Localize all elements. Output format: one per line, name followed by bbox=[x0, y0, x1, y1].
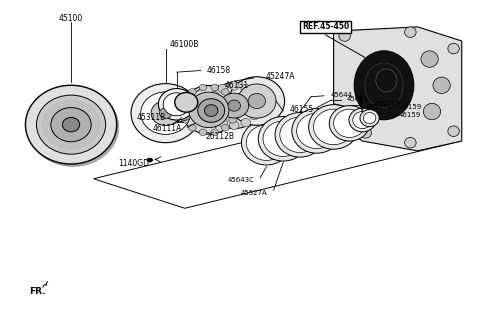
Ellipse shape bbox=[204, 105, 218, 116]
Ellipse shape bbox=[147, 158, 153, 162]
Ellipse shape bbox=[250, 92, 259, 100]
Ellipse shape bbox=[280, 117, 320, 153]
Ellipse shape bbox=[159, 108, 172, 118]
Ellipse shape bbox=[229, 77, 285, 125]
Text: 46100B: 46100B bbox=[169, 40, 199, 49]
Ellipse shape bbox=[360, 110, 379, 127]
Text: 46155: 46155 bbox=[290, 105, 314, 114]
Ellipse shape bbox=[158, 89, 195, 120]
Text: 46111A: 46111A bbox=[152, 124, 181, 133]
Ellipse shape bbox=[218, 118, 228, 127]
Ellipse shape bbox=[131, 84, 200, 143]
Text: 45527A: 45527A bbox=[241, 190, 268, 196]
Ellipse shape bbox=[198, 99, 225, 122]
Ellipse shape bbox=[181, 116, 189, 123]
Ellipse shape bbox=[360, 128, 372, 138]
Ellipse shape bbox=[423, 103, 441, 120]
Ellipse shape bbox=[448, 126, 459, 136]
Ellipse shape bbox=[238, 84, 276, 118]
Ellipse shape bbox=[218, 84, 228, 93]
Ellipse shape bbox=[25, 85, 117, 164]
Text: 45651B: 45651B bbox=[373, 101, 400, 107]
Ellipse shape bbox=[51, 108, 91, 142]
Ellipse shape bbox=[363, 113, 376, 124]
Text: 45247A: 45247A bbox=[266, 72, 296, 81]
Ellipse shape bbox=[189, 92, 229, 128]
Text: REF.45-450: REF.45-450 bbox=[302, 22, 349, 31]
Ellipse shape bbox=[189, 125, 196, 131]
Ellipse shape bbox=[229, 82, 239, 90]
Ellipse shape bbox=[263, 121, 303, 156]
Ellipse shape bbox=[189, 89, 196, 95]
Ellipse shape bbox=[349, 108, 376, 132]
Ellipse shape bbox=[36, 95, 106, 154]
Ellipse shape bbox=[241, 120, 291, 165]
Ellipse shape bbox=[275, 113, 325, 157]
Polygon shape bbox=[334, 27, 462, 151]
Ellipse shape bbox=[334, 109, 365, 137]
Ellipse shape bbox=[231, 107, 239, 113]
Text: 46158: 46158 bbox=[206, 66, 230, 75]
Ellipse shape bbox=[62, 117, 80, 132]
Ellipse shape bbox=[297, 113, 337, 149]
Ellipse shape bbox=[241, 118, 251, 127]
Text: 46131: 46131 bbox=[224, 81, 248, 90]
Ellipse shape bbox=[175, 92, 198, 112]
Ellipse shape bbox=[313, 109, 354, 145]
Ellipse shape bbox=[151, 101, 180, 126]
Ellipse shape bbox=[252, 101, 262, 110]
Ellipse shape bbox=[228, 100, 240, 111]
Ellipse shape bbox=[229, 121, 239, 130]
Ellipse shape bbox=[229, 116, 237, 123]
Text: 46159: 46159 bbox=[398, 113, 420, 118]
Ellipse shape bbox=[258, 116, 308, 161]
Text: 45644: 45644 bbox=[330, 92, 352, 98]
Text: 46159: 46159 bbox=[399, 104, 421, 110]
Text: 45577A: 45577A bbox=[366, 104, 393, 110]
Text: 45100: 45100 bbox=[59, 13, 83, 23]
Ellipse shape bbox=[309, 105, 359, 149]
Ellipse shape bbox=[292, 109, 342, 153]
Ellipse shape bbox=[220, 93, 249, 118]
Polygon shape bbox=[42, 281, 48, 288]
Ellipse shape bbox=[421, 51, 438, 67]
Ellipse shape bbox=[229, 97, 237, 103]
Ellipse shape bbox=[206, 101, 216, 110]
Polygon shape bbox=[94, 112, 461, 208]
Ellipse shape bbox=[250, 111, 259, 120]
Text: FR.: FR. bbox=[29, 287, 45, 296]
Ellipse shape bbox=[329, 106, 370, 141]
Ellipse shape bbox=[221, 89, 229, 95]
Ellipse shape bbox=[181, 86, 237, 134]
Text: 45681: 45681 bbox=[347, 96, 369, 102]
Text: 26112B: 26112B bbox=[205, 132, 234, 141]
Ellipse shape bbox=[179, 107, 186, 113]
Ellipse shape bbox=[141, 92, 191, 134]
Ellipse shape bbox=[353, 112, 372, 129]
Ellipse shape bbox=[209, 111, 219, 120]
Ellipse shape bbox=[405, 137, 416, 148]
Ellipse shape bbox=[335, 111, 347, 122]
Text: 45643C: 45643C bbox=[228, 177, 254, 183]
Ellipse shape bbox=[405, 27, 416, 37]
Ellipse shape bbox=[354, 51, 414, 120]
Text: 45311B: 45311B bbox=[136, 113, 166, 122]
Ellipse shape bbox=[181, 97, 189, 103]
Ellipse shape bbox=[163, 93, 190, 116]
Ellipse shape bbox=[199, 84, 207, 91]
Ellipse shape bbox=[433, 77, 450, 93]
Ellipse shape bbox=[448, 43, 459, 54]
Ellipse shape bbox=[211, 84, 218, 91]
Ellipse shape bbox=[199, 129, 207, 135]
Ellipse shape bbox=[211, 129, 218, 135]
Ellipse shape bbox=[209, 92, 219, 100]
Ellipse shape bbox=[339, 31, 350, 41]
Ellipse shape bbox=[248, 93, 265, 109]
Ellipse shape bbox=[208, 83, 261, 129]
Text: 1140GD: 1140GD bbox=[118, 159, 149, 169]
Ellipse shape bbox=[241, 84, 251, 93]
Ellipse shape bbox=[221, 125, 229, 131]
Ellipse shape bbox=[246, 125, 287, 160]
